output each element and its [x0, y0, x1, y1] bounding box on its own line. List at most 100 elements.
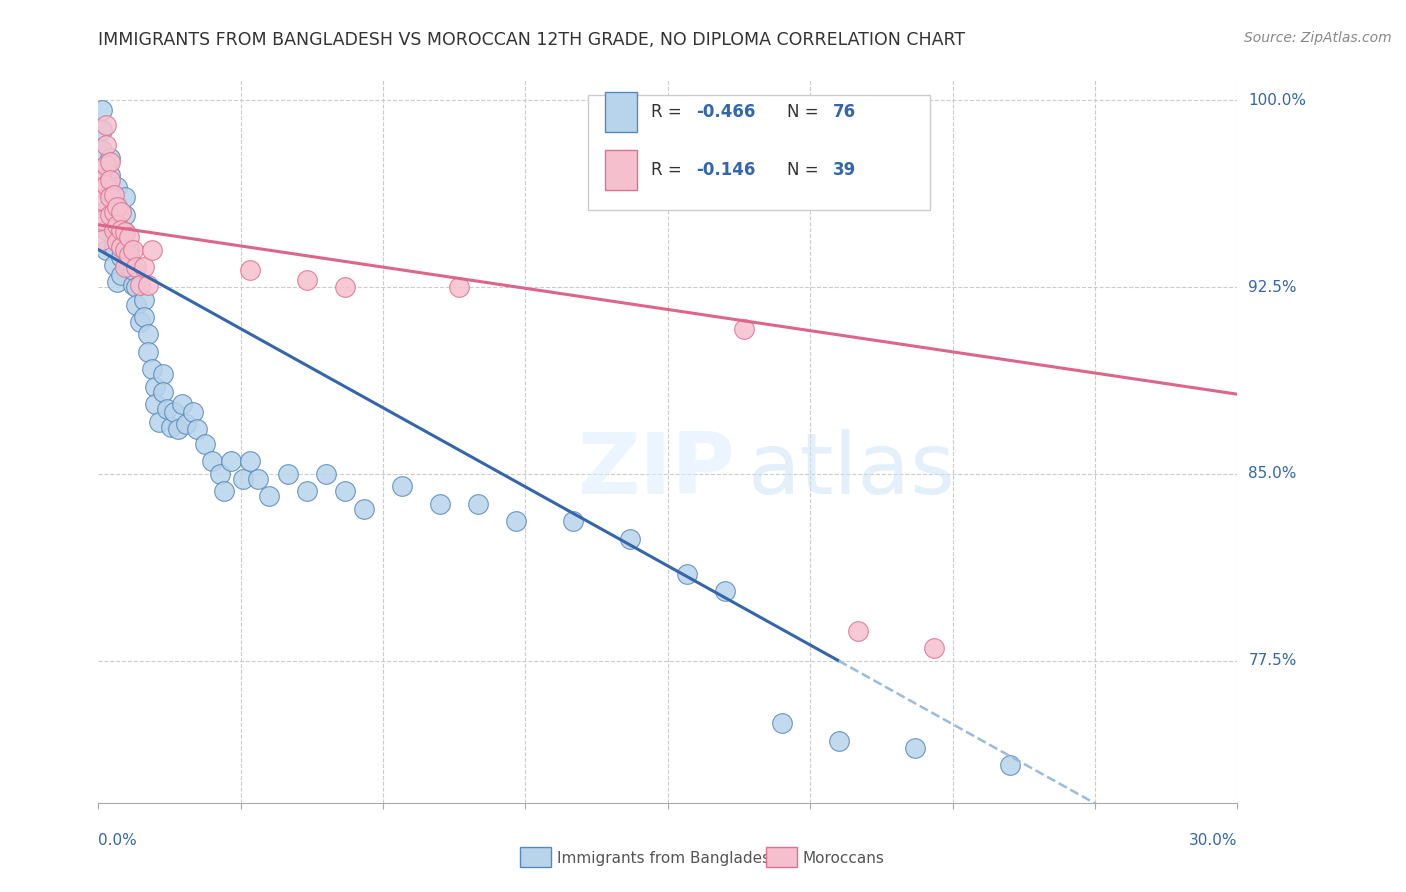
Text: -0.466: -0.466: [696, 103, 755, 120]
Text: N =: N =: [787, 161, 824, 178]
Point: [118, 243, 141, 257]
Point: [114, 225, 136, 239]
Point: [107, 215, 129, 229]
Point: [107, 198, 129, 212]
Point: [239, 262, 262, 277]
Point: [156, 402, 179, 417]
Point: [714, 584, 737, 599]
Point: [148, 415, 170, 429]
Point: [91, 143, 114, 157]
Point: [125, 280, 148, 294]
Point: [103, 223, 125, 237]
Point: [136, 344, 159, 359]
Text: 76: 76: [832, 103, 856, 120]
Point: [132, 310, 155, 324]
Point: [998, 758, 1021, 772]
Point: [174, 417, 197, 431]
Text: 30.0%: 30.0%: [1189, 833, 1237, 848]
Point: [121, 243, 143, 257]
Point: [103, 205, 125, 219]
Point: [110, 268, 132, 282]
Text: N =: N =: [787, 103, 824, 120]
Point: [828, 733, 851, 747]
Point: [107, 275, 129, 289]
Point: [110, 233, 132, 247]
Point: [132, 260, 155, 274]
Point: [152, 384, 174, 399]
Point: [121, 277, 143, 292]
Bar: [605, 150, 637, 189]
Point: [221, 454, 243, 468]
Point: [167, 422, 190, 436]
Point: [194, 437, 217, 451]
Point: [170, 397, 193, 411]
Text: R =: R =: [651, 103, 686, 120]
Point: [429, 497, 451, 511]
Point: [132, 293, 155, 307]
Point: [129, 315, 152, 329]
Point: [94, 178, 117, 192]
Point: [118, 260, 141, 274]
Point: [91, 103, 114, 118]
Text: 39: 39: [832, 161, 856, 178]
Point: [94, 118, 117, 132]
Point: [259, 489, 281, 503]
Point: [110, 205, 132, 219]
Point: [676, 566, 699, 581]
Text: 77.5%: 77.5%: [1249, 653, 1296, 668]
Text: 100.0%: 100.0%: [1249, 93, 1306, 108]
Point: [136, 277, 159, 292]
Point: [94, 138, 117, 153]
Point: [94, 223, 117, 237]
Text: Immigrants from Bangladesh: Immigrants from Bangladesh: [557, 851, 779, 865]
Point: [98, 173, 121, 187]
Point: [91, 163, 114, 178]
Point: [136, 327, 159, 342]
Point: [107, 180, 129, 194]
Point: [239, 454, 262, 468]
Point: [246, 472, 269, 486]
Point: [562, 514, 585, 528]
Point: [103, 205, 125, 219]
Point: [91, 173, 114, 187]
Point: [141, 243, 163, 257]
Point: [114, 225, 136, 239]
Point: [183, 404, 205, 418]
Point: [94, 202, 117, 217]
Point: [114, 208, 136, 222]
Point: [129, 277, 152, 292]
Point: [619, 532, 641, 546]
Point: [141, 362, 163, 376]
Point: [159, 419, 181, 434]
Point: [391, 479, 413, 493]
Point: [201, 454, 224, 468]
Text: Moroccans: Moroccans: [803, 851, 884, 865]
Point: [114, 260, 136, 274]
Point: [449, 280, 471, 294]
Point: [467, 497, 489, 511]
Point: [335, 484, 357, 499]
Point: [94, 183, 117, 197]
Text: IMMIGRANTS FROM BANGLADESH VS MOROCCAN 12TH GRADE, NO DIPLOMA CORRELATION CHART: IMMIGRANTS FROM BANGLADESH VS MOROCCAN 1…: [98, 31, 966, 49]
Point: [505, 514, 527, 528]
Point: [114, 190, 136, 204]
Text: -0.146: -0.146: [696, 161, 755, 178]
Point: [110, 240, 132, 254]
Text: atlas: atlas: [748, 429, 956, 512]
Bar: [588, 95, 929, 211]
Point: [98, 151, 121, 165]
Point: [733, 322, 755, 336]
Point: [98, 186, 121, 200]
Text: 85.0%: 85.0%: [1249, 467, 1296, 482]
Point: [212, 484, 235, 499]
Point: [103, 223, 125, 237]
Bar: [605, 92, 637, 132]
Point: [107, 200, 129, 214]
Point: [335, 280, 357, 294]
Point: [114, 243, 136, 257]
Point: [110, 223, 132, 237]
Point: [846, 624, 869, 638]
Point: [107, 235, 129, 250]
Text: ZIP: ZIP: [576, 429, 734, 512]
Point: [145, 380, 167, 394]
